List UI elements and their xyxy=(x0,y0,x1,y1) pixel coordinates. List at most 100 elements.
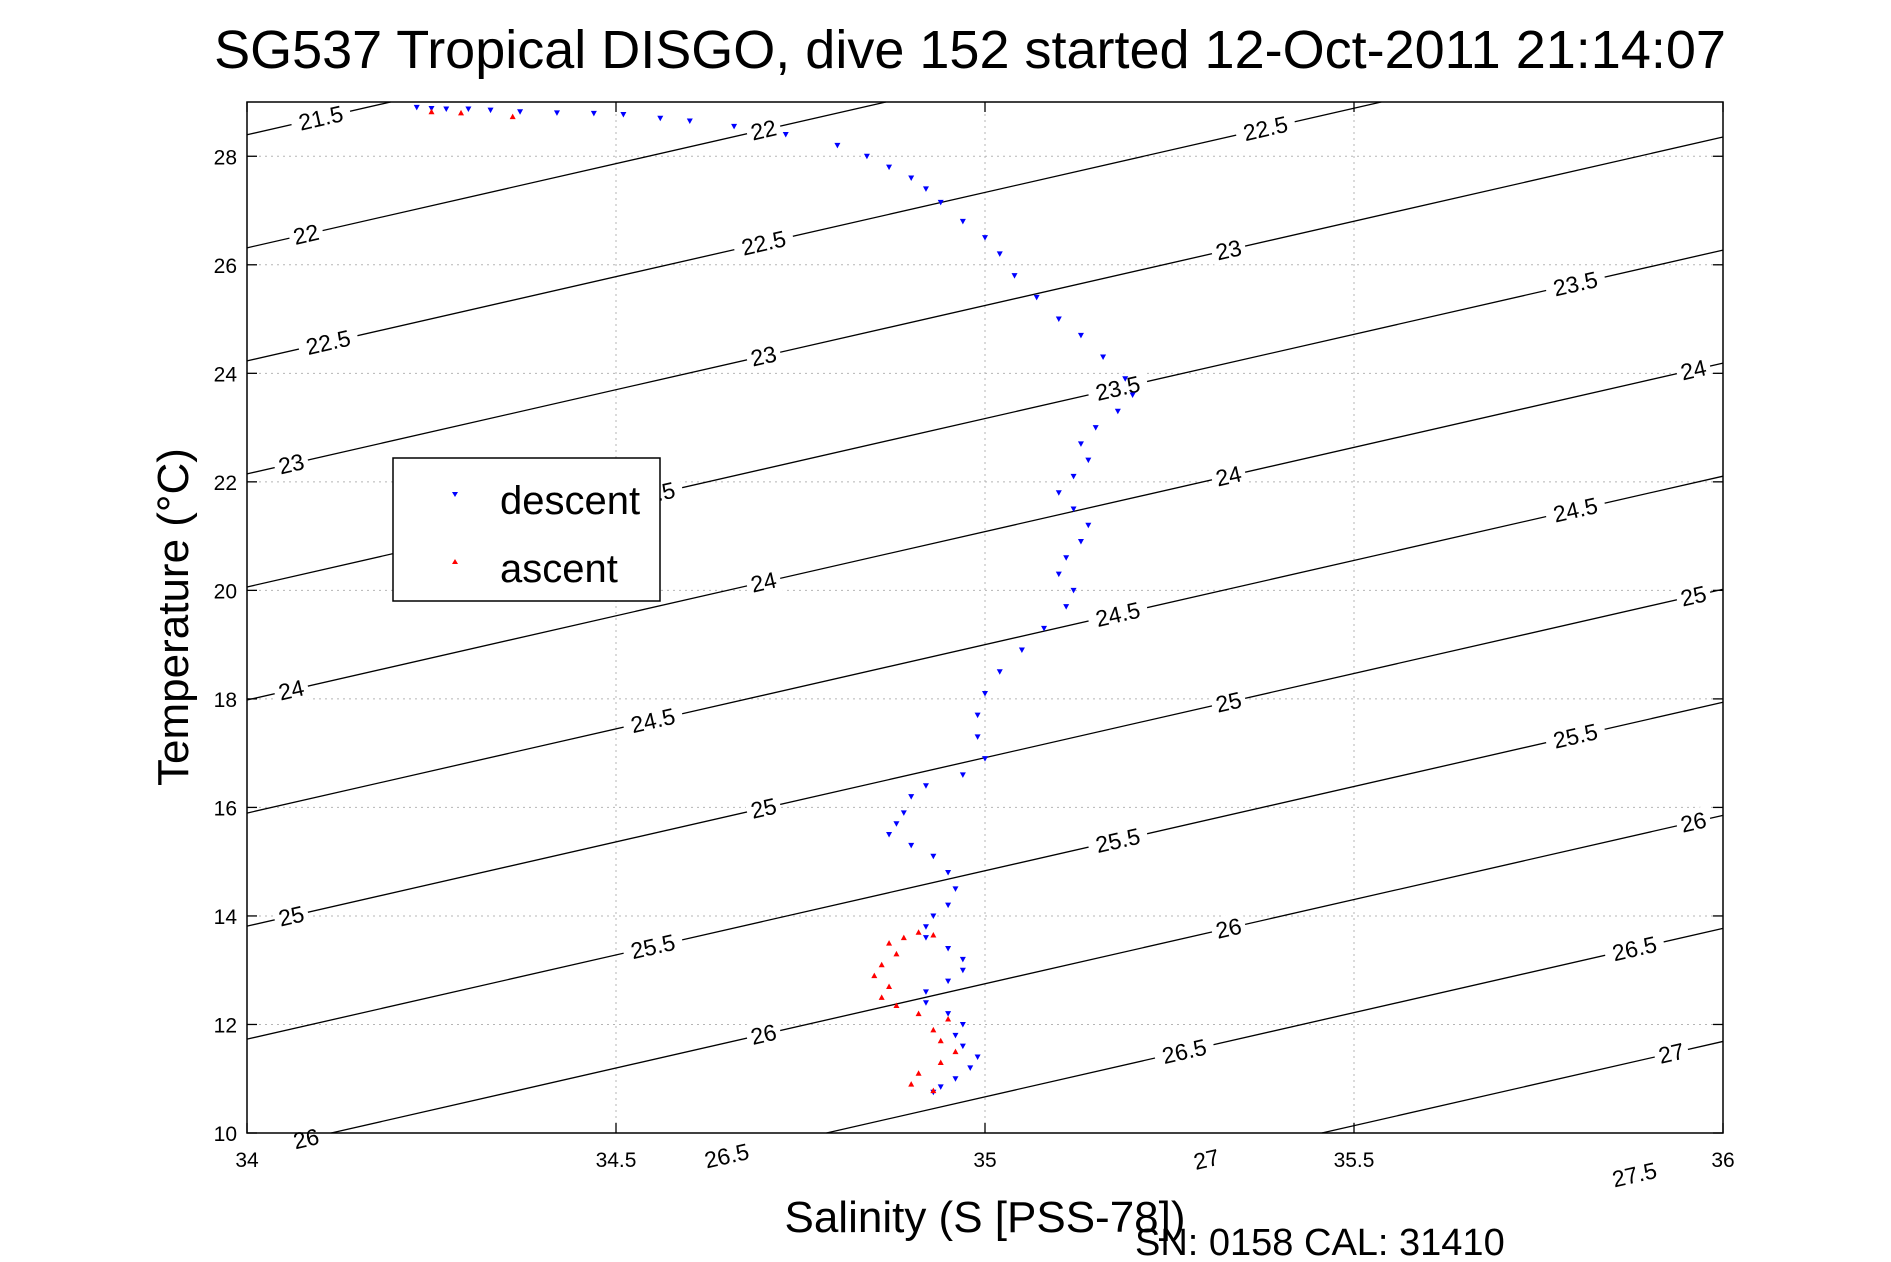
isopycnal-label: 25 xyxy=(1213,687,1244,718)
isopycnal-label-group: 27.5 xyxy=(1602,1155,1667,1195)
descent-point xyxy=(1077,539,1084,545)
isopycnal-label: 26.5 xyxy=(1160,1034,1209,1069)
descent-point xyxy=(930,853,937,860)
descent-point xyxy=(982,690,988,697)
descent-point xyxy=(863,153,870,160)
isopycnal-label-background xyxy=(1209,685,1249,719)
isopycnal-label-group: 24 xyxy=(744,565,784,599)
isopycnal-label-background xyxy=(1209,911,1249,945)
descent-point xyxy=(1077,332,1084,339)
legend-label-descent: descent xyxy=(500,479,640,523)
y-tick-label: 10 xyxy=(214,1123,237,1146)
descent-point xyxy=(959,218,966,225)
descent-point xyxy=(996,251,1003,257)
descent-point xyxy=(886,832,893,838)
isopycnal-label-background xyxy=(1543,716,1608,756)
descent-point xyxy=(908,175,915,181)
isopycnal-label-background xyxy=(744,339,784,373)
descent-point xyxy=(982,235,988,241)
isopycnal-label-background xyxy=(1602,1155,1667,1195)
isopycnal-label: 22.5 xyxy=(303,325,352,360)
isopycnal-label-group: 25 xyxy=(271,899,311,933)
descent-point xyxy=(1085,522,1092,529)
isopycnal-label-group: 26.5 xyxy=(694,1136,759,1176)
descent-point xyxy=(1041,625,1048,632)
ascent-point xyxy=(886,940,893,946)
ascent-point xyxy=(930,931,937,938)
isopycnal-label-group: 26 xyxy=(1674,805,1713,839)
descent-point xyxy=(959,772,966,778)
ascent-point xyxy=(893,1002,900,1008)
isopycnal-label: 24 xyxy=(1678,354,1709,385)
descent-point xyxy=(945,870,952,876)
legend-marker-ascent xyxy=(452,559,458,564)
isopycnal-label-group: 22 xyxy=(744,113,784,147)
descent-point xyxy=(908,842,915,849)
isopycnal-label-background xyxy=(744,1017,784,1051)
descent-point xyxy=(952,886,959,892)
ascent-point xyxy=(878,994,885,1000)
isopycnal-label: 25 xyxy=(1678,580,1709,611)
descent-point xyxy=(937,199,944,206)
axis-ticks: 34 34.5 35 35.5 36 10 12 14 16 18 20 22 24 26 28 xyxy=(214,102,1735,1172)
ascent-point xyxy=(915,1070,922,1076)
isopycnal-label: 26.5 xyxy=(1610,931,1659,966)
ascent-point xyxy=(458,109,465,116)
isopycnal-label: 23.5 xyxy=(1551,266,1600,301)
descent-point xyxy=(945,1011,952,1017)
descent-point xyxy=(1077,441,1084,447)
legend-marker-descent xyxy=(452,492,458,497)
descent-point xyxy=(1033,294,1040,301)
isopycnal-label: 27 xyxy=(1191,1144,1222,1175)
isopycnal-label-group: 21.5 xyxy=(288,98,353,138)
ascent-point xyxy=(937,1059,944,1065)
descent-point xyxy=(922,989,929,995)
descent-point xyxy=(1063,555,1070,561)
isopycnal-label-group: 23 xyxy=(271,447,311,481)
isopycnal-label: 25 xyxy=(748,793,779,824)
ascent-point xyxy=(915,929,922,935)
isopycnal-label: 23 xyxy=(748,340,779,371)
isopycnal-label: 24 xyxy=(1213,460,1244,491)
descent-point xyxy=(959,1021,966,1028)
isopycnal-label: 25.5 xyxy=(628,929,677,964)
descent-point xyxy=(982,756,988,762)
legend: descent ascent xyxy=(392,457,661,602)
isopycnal-label: 27.5 xyxy=(1610,1157,1659,1192)
serial-calibration-note: SN: 0158 CAL: 31410 xyxy=(1135,1222,1505,1262)
ascent-point xyxy=(428,108,435,115)
isopycnal-label-group: 23 xyxy=(744,339,784,373)
descent-point xyxy=(1011,273,1018,279)
descent-point xyxy=(945,902,952,909)
isopycnal-label-group: 25 xyxy=(1209,685,1249,719)
descent-point xyxy=(893,821,900,827)
isopycnal-label-background xyxy=(694,1136,759,1176)
descent-point xyxy=(413,104,420,111)
descent-point xyxy=(1129,392,1136,399)
descent-point xyxy=(1055,316,1062,323)
isopycnal-label-background xyxy=(271,673,311,707)
descent-point xyxy=(922,783,929,789)
isopycnal-label: 23 xyxy=(276,448,307,479)
isopycnal-label-background xyxy=(1674,579,1713,613)
data-series xyxy=(413,104,1136,1096)
descent-point xyxy=(945,978,952,985)
isopycnal-label-background xyxy=(288,98,353,138)
descent-point xyxy=(465,106,472,113)
descent-point xyxy=(620,111,627,118)
isopycnal-label-background xyxy=(1085,821,1150,860)
descent-point xyxy=(952,1032,959,1039)
isopycnal-label-background xyxy=(620,927,686,966)
y-tick-label: 12 xyxy=(214,1014,237,1037)
descent-point xyxy=(1085,457,1092,464)
isopycnal-label: 22 xyxy=(291,219,322,250)
isopycnal-label-background xyxy=(286,1122,326,1156)
isopycnal-line xyxy=(331,814,1724,1134)
isopycnal-label-group: 22.5 xyxy=(1233,109,1298,148)
descent-point xyxy=(782,132,789,138)
isopycnal-label-background xyxy=(620,701,686,740)
ascent-point xyxy=(900,934,907,941)
isopycnal-label: 26 xyxy=(748,1019,779,1050)
x-tick-label: 34.5 xyxy=(596,1149,637,1172)
isopycnal-line xyxy=(246,362,1724,701)
